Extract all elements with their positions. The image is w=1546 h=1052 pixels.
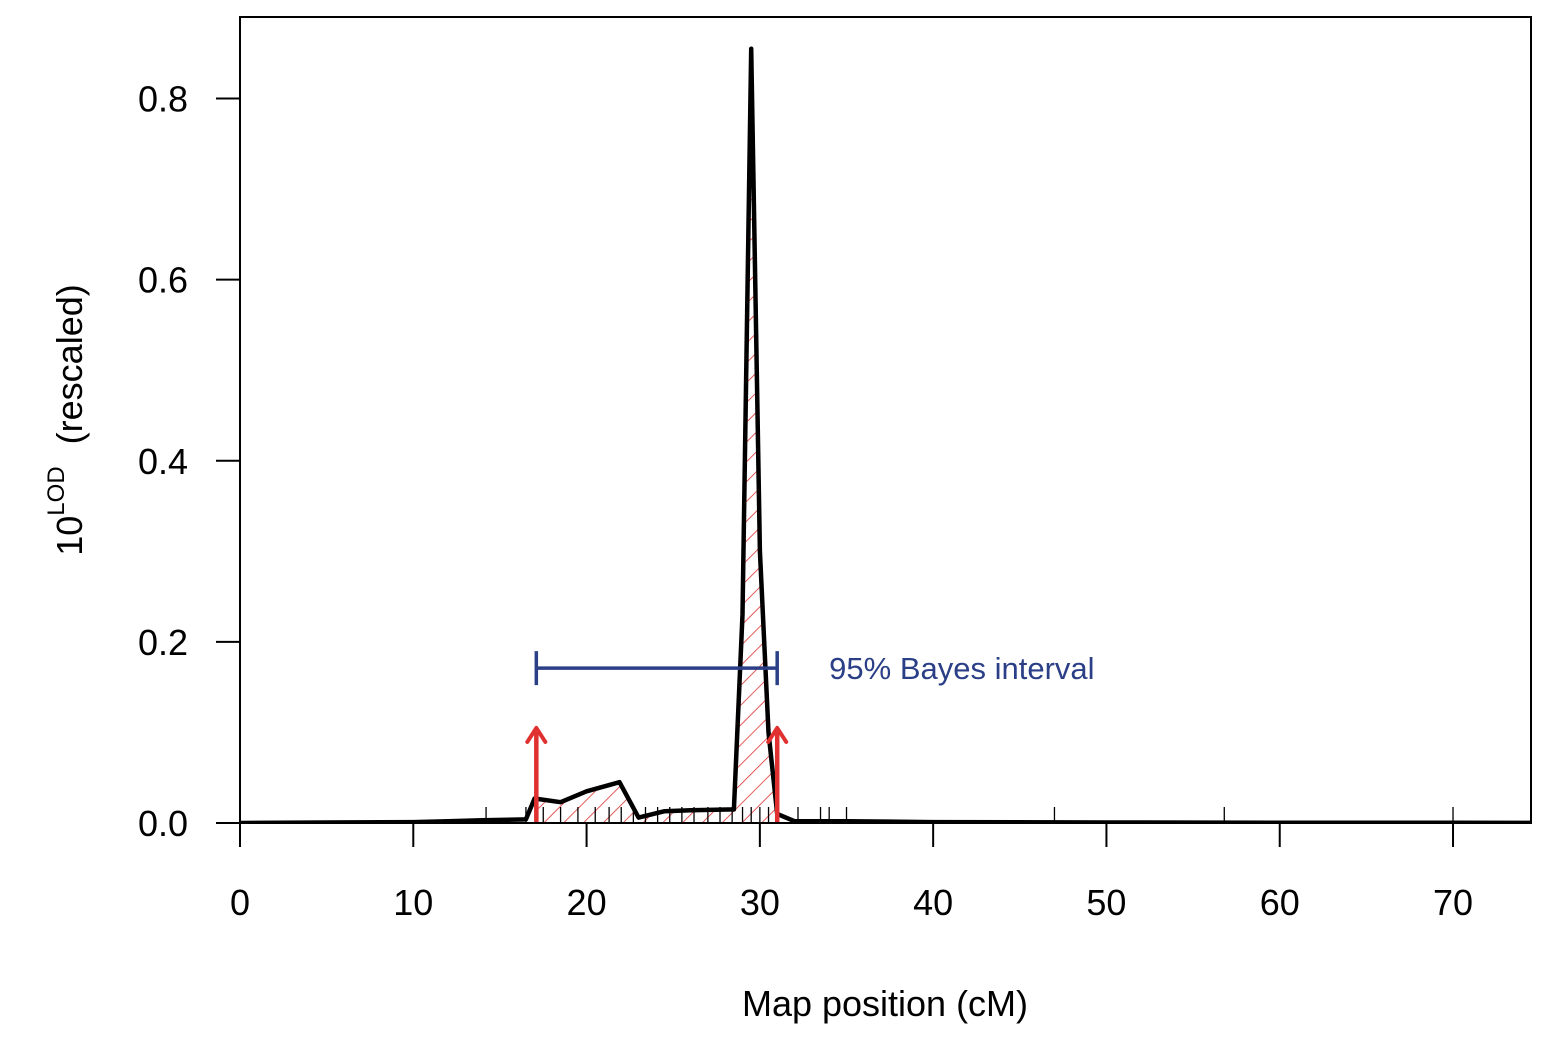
svg-text:10LOD(rescaled): 10LOD (rescaled): [43, 284, 90, 555]
x-tick-label: 70: [1433, 882, 1473, 923]
interval-arrow-head: [766, 725, 789, 744]
interval-arrows: [525, 725, 789, 823]
y-axis-title-sup: LOD: [43, 466, 70, 515]
bayes-interval-label: 95% Bayes interval: [829, 651, 1094, 686]
lod-curve-line: [240, 46, 1531, 823]
x-tick-label: 60: [1260, 882, 1300, 923]
interval-arrow-head: [525, 725, 548, 744]
x-tick-label: 10: [393, 882, 433, 923]
plot-frame: [239, 16, 1532, 824]
interval-hatch-area: [536, 48, 778, 823]
y-axis-title-base: 10: [49, 516, 90, 556]
x-axis: 0 10 20 30 40 50 60 70: [230, 822, 1473, 923]
x-tick-label: 50: [1086, 882, 1126, 923]
lod-curve: [240, 46, 1531, 823]
x-tick-label: 40: [913, 882, 953, 923]
y-tick-label: 0.0: [138, 803, 188, 844]
bayes-interval: [534, 651, 779, 686]
y-axis: 0.0 0.2 0.4 0.6 0.8: [138, 79, 241, 844]
x-tick-label: 20: [567, 882, 607, 923]
x-axis-title: Map position (cM): [742, 983, 1028, 1024]
x-tick-label: 30: [740, 882, 780, 923]
hatch-region: [536, 48, 778, 823]
y-tick-label: 0.8: [138, 79, 188, 120]
y-tick-label: 0.2: [138, 622, 188, 663]
x-tick-label: 0: [230, 882, 250, 923]
y-axis-title: 10LOD (rescaled): [43, 284, 90, 555]
y-axis-title-suffix: (rescaled): [49, 284, 90, 444]
y-tick-label: 0.4: [138, 441, 188, 482]
y-tick-label: 0.6: [138, 260, 188, 301]
